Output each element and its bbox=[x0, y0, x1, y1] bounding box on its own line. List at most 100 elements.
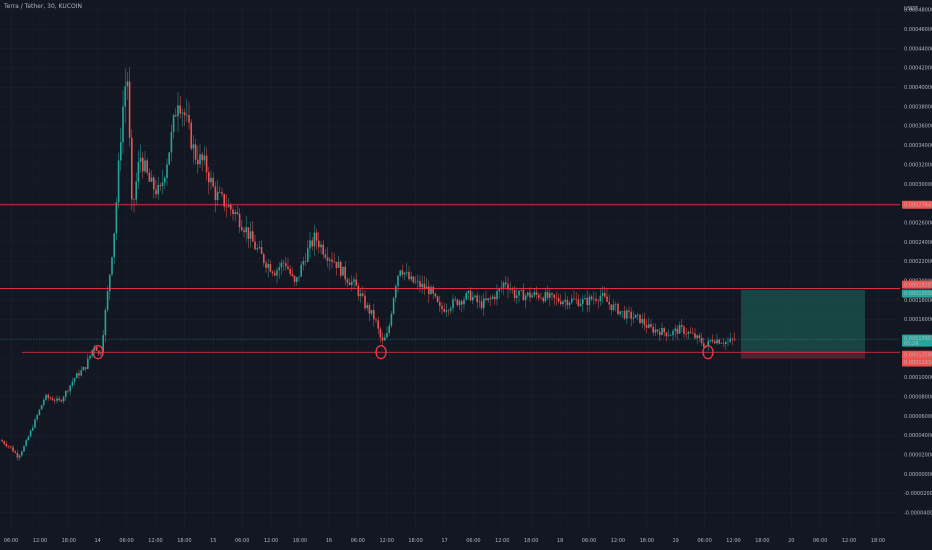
candle bbox=[342, 266, 344, 276]
candle bbox=[47, 393, 49, 401]
candle-body bbox=[278, 267, 280, 271]
x-tick-label: 18:00 bbox=[755, 538, 769, 544]
x-tick-label: 12:00 bbox=[611, 538, 625, 544]
candle bbox=[106, 285, 109, 313]
candle bbox=[29, 429, 32, 438]
candle bbox=[661, 322, 663, 336]
candle bbox=[463, 296, 465, 310]
candle-body bbox=[381, 337, 384, 341]
candle bbox=[302, 256, 305, 271]
candle-body bbox=[689, 331, 692, 333]
candle-body bbox=[419, 281, 421, 288]
candle bbox=[516, 287, 518, 305]
price-tag-target[interactable]: 0.00019056 bbox=[902, 289, 932, 298]
candle bbox=[720, 341, 723, 344]
candle-body bbox=[731, 338, 734, 340]
candle-body bbox=[480, 301, 483, 309]
candle-body bbox=[397, 275, 399, 287]
candle bbox=[390, 310, 393, 328]
time-axis[interactable]: 06:00 12:00 18:00 14 06:00 12:00 18:00 15 06:00 1… bbox=[4, 538, 885, 544]
candle-body bbox=[203, 155, 206, 161]
candle bbox=[190, 119, 192, 151]
candle bbox=[414, 275, 417, 285]
candle bbox=[421, 275, 423, 294]
candle-body bbox=[366, 305, 368, 309]
candle bbox=[353, 276, 355, 290]
candles[interactable] bbox=[1, 67, 736, 461]
candle-body bbox=[522, 290, 525, 301]
candle bbox=[639, 314, 641, 325]
candle bbox=[566, 296, 569, 310]
candle-body bbox=[214, 186, 217, 201]
candle bbox=[307, 240, 309, 263]
candle-body bbox=[461, 301, 463, 305]
candle bbox=[137, 150, 140, 189]
candle-body bbox=[575, 298, 577, 300]
candle-body bbox=[144, 160, 146, 172]
candle bbox=[45, 393, 47, 402]
candle-body bbox=[128, 81, 131, 138]
candle-body bbox=[274, 273, 276, 276]
candle-body bbox=[12, 447, 14, 452]
x-tick-label: 12:00 bbox=[33, 538, 47, 544]
candle-body bbox=[190, 122, 192, 149]
candle-body bbox=[139, 157, 142, 162]
candle bbox=[203, 146, 206, 166]
candle-body bbox=[619, 311, 621, 315]
candle bbox=[417, 274, 419, 290]
candle bbox=[654, 323, 657, 336]
candle-body bbox=[711, 339, 714, 342]
candle-body bbox=[43, 399, 45, 406]
candle bbox=[397, 274, 399, 293]
candle-body bbox=[304, 261, 307, 262]
stop-zone[interactable] bbox=[741, 352, 865, 359]
candle bbox=[227, 198, 230, 208]
candle bbox=[573, 290, 575, 300]
candle-body bbox=[725, 341, 727, 344]
candle bbox=[491, 294, 494, 301]
candle-body bbox=[87, 358, 89, 369]
price-tag-resistance-upper[interactable]: 0.00027843 bbox=[902, 200, 932, 209]
price-axis[interactable]: 0.00048000 0.00046000 0.00044000 0.00042000… bbox=[904, 6, 932, 516]
candle bbox=[300, 261, 302, 277]
candle bbox=[181, 108, 184, 127]
candle bbox=[683, 325, 685, 338]
target-zone[interactable] bbox=[741, 289, 865, 353]
candle-body bbox=[443, 308, 445, 312]
candle-body bbox=[324, 254, 327, 258]
candle bbox=[309, 231, 311, 259]
candle-body bbox=[36, 415, 38, 420]
candle bbox=[648, 317, 650, 329]
candle bbox=[507, 277, 509, 298]
candle-body bbox=[485, 298, 487, 301]
candle-body bbox=[676, 328, 679, 334]
price-tag-entry[interactable]: 0.00012589 bbox=[902, 350, 932, 359]
candle-body bbox=[91, 350, 93, 356]
price-tag-resistance-lower[interactable]: 0.00019181 bbox=[902, 280, 932, 289]
candle bbox=[538, 292, 540, 302]
candle bbox=[357, 283, 360, 301]
y-tick-label: 0.00032000 bbox=[904, 162, 932, 168]
candle-body bbox=[333, 261, 335, 263]
candle-body bbox=[450, 308, 452, 311]
candle bbox=[656, 329, 659, 335]
candle bbox=[377, 316, 379, 335]
candle bbox=[439, 295, 441, 313]
candle bbox=[733, 332, 736, 342]
price-tag-stop[interactable]: 0.00011934 bbox=[902, 358, 932, 367]
candle-body bbox=[80, 370, 82, 376]
candle-body bbox=[38, 409, 41, 416]
candle bbox=[335, 261, 338, 276]
candle bbox=[329, 257, 331, 271]
candle-body bbox=[133, 199, 135, 200]
price-tag-stop-bg bbox=[902, 358, 932, 367]
candle-body bbox=[518, 290, 520, 296]
candle-body bbox=[700, 338, 703, 344]
candle bbox=[113, 232, 115, 265]
x-tick-label: 18:00 bbox=[524, 538, 538, 544]
candle-body bbox=[546, 291, 549, 298]
x-tick-label: 18:00 bbox=[177, 538, 191, 544]
candle-body bbox=[436, 296, 439, 302]
